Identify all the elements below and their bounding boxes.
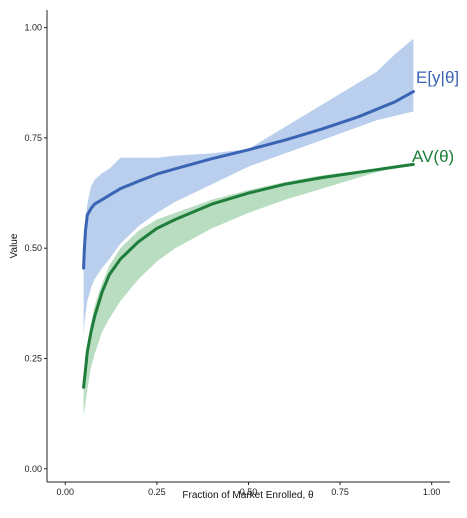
x-ticks: 0.00 0.25 0.50 0.75 1.00 — [57, 482, 441, 497]
confidence-bands — [83, 38, 414, 416]
y-tick-label: 1.00 — [24, 23, 42, 33]
series-label-av: AV(θ) — [412, 147, 454, 166]
series-line-av — [82, 162, 415, 389]
x-axis-title: Fraction of Market Enrolled, θ — [182, 490, 314, 501]
x-tick-label: 0.00 — [57, 487, 75, 497]
x-tick-label: 0.75 — [331, 487, 349, 497]
y-tick-label: 0.00 — [24, 464, 42, 474]
y-axis-title: Value — [9, 233, 20, 258]
series-line-ey — [82, 90, 415, 270]
y-tick-label: 0.75 — [24, 133, 42, 143]
y-tick-label: 0.25 — [24, 353, 42, 363]
confidence-band-av — [83, 163, 414, 416]
x-tick-label: 0.25 — [148, 487, 166, 497]
series-label-ey: E[y|θ] — [416, 68, 459, 87]
series-lines — [82, 90, 415, 389]
confidence-band-ey — [83, 38, 414, 337]
y-ticks: 0.00 0.25 0.50 0.75 1.00 — [24, 23, 47, 474]
y-tick-label: 0.50 — [24, 243, 42, 253]
x-tick-label: 1.00 — [423, 487, 441, 497]
x-tick-label: 0.50 — [240, 487, 258, 497]
